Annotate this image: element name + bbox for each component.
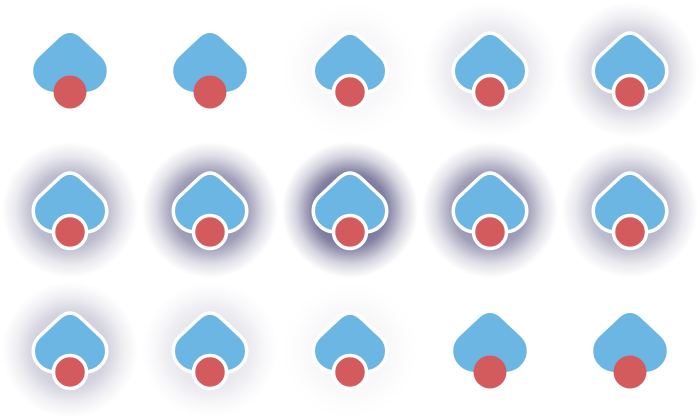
sprite-frame	[140, 0, 280, 140]
cloud-shape	[593, 313, 667, 372]
sprite-frame	[560, 140, 700, 280]
cloud-shape	[33, 33, 107, 92]
red-dot	[473, 355, 507, 389]
sprite-frame	[420, 0, 560, 140]
cloud-dot-icon	[422, 142, 558, 278]
red-dot	[613, 355, 647, 389]
sprite-frame	[140, 280, 280, 420]
cloud-dot-icon	[2, 142, 138, 278]
sprite-frame	[420, 140, 560, 280]
red-dot	[331, 73, 369, 111]
sprite-frame	[420, 280, 560, 420]
sprite-frame	[0, 280, 140, 420]
sprite-frame	[560, 280, 700, 420]
sprite-frame	[280, 0, 420, 140]
red-dot	[611, 213, 649, 251]
cloud-dot-icon	[593, 313, 667, 389]
cloud-dot-icon	[453, 313, 527, 389]
sprite-frame	[560, 0, 700, 140]
red-dot	[51, 213, 89, 251]
cloud-dot-icon	[33, 33, 107, 109]
red-dot	[471, 213, 509, 251]
cloud-dot-icon	[282, 282, 418, 418]
red-dot	[53, 75, 87, 109]
cloud-dot-icon	[282, 142, 418, 278]
cloud-dot-icon	[422, 2, 558, 138]
red-dot	[51, 353, 89, 391]
cloud-shape	[173, 33, 247, 92]
cloud-dot-icon	[282, 2, 418, 138]
red-dot	[191, 353, 229, 391]
cloud-dot-icon	[562, 142, 698, 278]
red-dot	[193, 75, 227, 109]
red-dot	[471, 73, 509, 111]
cloud-shape	[453, 313, 527, 372]
red-dot	[331, 213, 369, 251]
red-dot	[331, 353, 369, 391]
cloud-dot-icon	[173, 33, 247, 109]
cloud-dot-icon	[142, 282, 278, 418]
cloud-dot-icon	[2, 282, 138, 418]
red-dot	[191, 213, 229, 251]
sprite-frame	[280, 140, 420, 280]
sprite-frame	[140, 140, 280, 280]
cloud-dot-icon	[142, 142, 278, 278]
sprite-frame	[280, 280, 420, 420]
sprite-frame	[0, 0, 140, 140]
sprite-frame	[0, 140, 140, 280]
cloud-dot-icon	[562, 2, 698, 138]
red-dot	[611, 73, 649, 111]
